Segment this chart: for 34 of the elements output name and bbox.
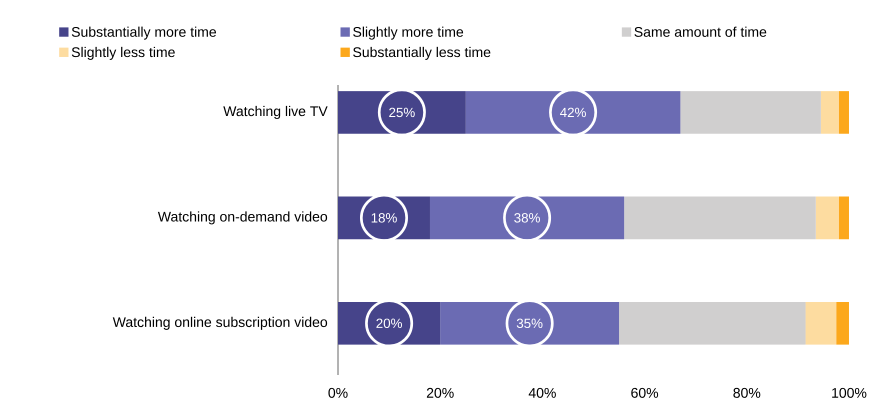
y-tick-label: Watching on-demand video [158,211,328,224]
bar [338,302,440,345]
legend-label: Same amount of time [634,26,766,37]
x-tick-label: 80% [733,388,760,398]
legend-label: Slightly more time [353,26,464,40]
x-tick-label: 100% [832,388,866,398]
y-tick-label: Watching online subscription video [112,316,328,330]
x-tick-label: 0% [328,388,348,398]
bar [619,302,806,345]
x-tick-label: 60% [631,388,658,398]
bar [838,91,849,134]
x-tick-label: 40% [528,388,556,398]
bar [838,196,849,240]
data-label: 38% [514,213,540,223]
legend-label: Slightly less time [72,46,175,60]
bar [806,302,836,345]
bar [430,196,624,240]
bar [816,196,839,240]
data-label: 35% [516,318,543,328]
bar [440,302,620,345]
data-label: 25% [389,108,415,118]
data-label: 42% [560,108,586,118]
y-tick-label: Watching live TV [223,106,328,119]
legend-label: Substantially less time [353,46,490,60]
legend-label: Substantially more time [72,26,216,40]
bar [680,91,821,134]
bar [836,302,849,345]
bar [820,91,839,134]
data-label: 18% [372,213,397,223]
x-tick-label: 20% [426,388,454,398]
data-label: 20% [376,318,402,328]
bar [624,196,816,240]
bar [338,91,466,134]
bar [466,91,680,134]
